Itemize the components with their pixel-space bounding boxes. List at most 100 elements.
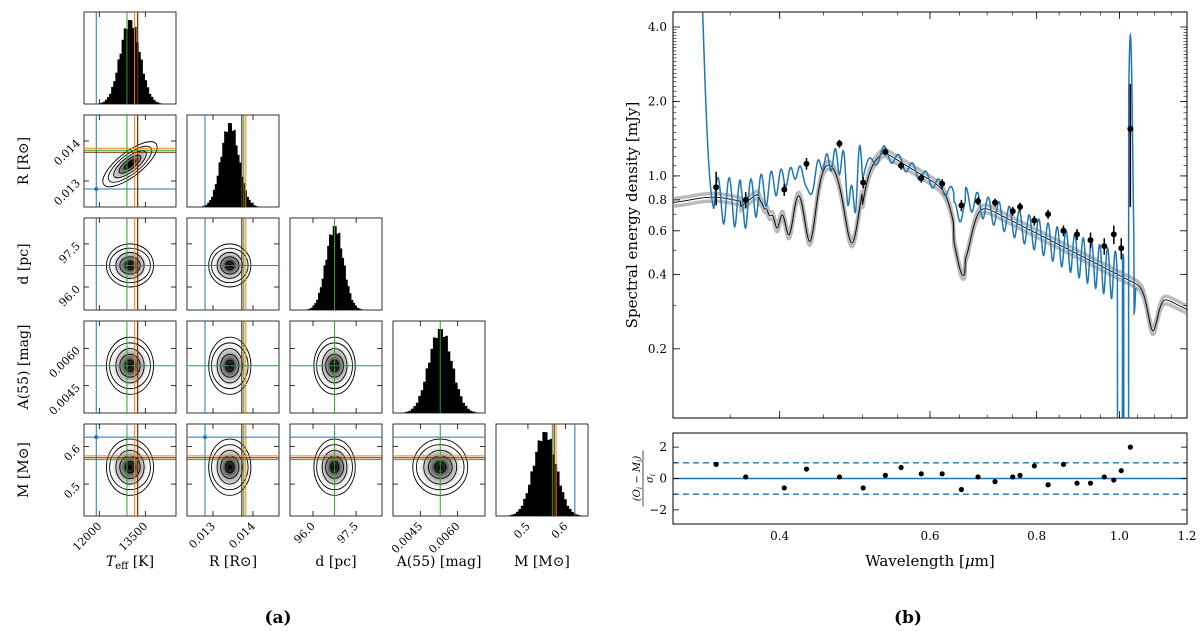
residual-point xyxy=(713,461,719,467)
y-axis-label-extinction: A(55) [mag] xyxy=(16,325,32,411)
hist-bar xyxy=(214,184,217,207)
hist-bar xyxy=(246,196,249,207)
hist-bar xyxy=(527,484,531,516)
y-axis-label-mass: M [M⊙] xyxy=(16,442,32,498)
hist-bar xyxy=(235,145,238,207)
residual-point xyxy=(958,486,964,493)
x-axis-label-distance: d [pc] xyxy=(315,554,356,570)
data-point xyxy=(992,199,999,206)
x-tick-label: 0.6 xyxy=(920,529,939,543)
hist-bar xyxy=(100,102,104,104)
hist-bar xyxy=(544,432,548,516)
hist-bar xyxy=(332,226,335,310)
data-point xyxy=(1110,231,1117,238)
panel-content xyxy=(187,424,279,516)
corner-panel-teff-teff xyxy=(83,11,177,105)
data-point xyxy=(1009,208,1016,215)
residual-point xyxy=(992,479,998,485)
hist-bar xyxy=(352,302,356,310)
y-tick-label: 97.5 xyxy=(56,240,83,267)
hist-bar xyxy=(556,471,560,516)
hist-bar xyxy=(314,303,317,310)
corner-panel-extinction-extinction xyxy=(392,320,486,414)
hist-bar xyxy=(327,245,330,310)
density-peak xyxy=(128,162,132,167)
residual-point xyxy=(1060,461,1067,467)
density-peak xyxy=(228,465,232,469)
hist-bar xyxy=(115,72,118,104)
hist-bar xyxy=(452,368,456,413)
data-point xyxy=(1101,243,1108,250)
corner-panel-extinction-distance xyxy=(289,320,383,414)
truth-point-blue xyxy=(203,435,207,440)
data-point xyxy=(958,202,965,209)
residual-label-denominator: σi xyxy=(645,474,657,483)
hist-bar xyxy=(330,234,334,310)
hist-bar xyxy=(209,200,212,207)
panel-layer xyxy=(187,321,279,413)
x-tick-label: 0.6 xyxy=(549,520,571,542)
hist-bar xyxy=(252,204,255,207)
hist-bar xyxy=(140,59,143,104)
residual-point xyxy=(1127,444,1133,450)
data-point xyxy=(803,160,810,167)
residual-point xyxy=(1045,482,1051,488)
hist-bar xyxy=(113,81,116,104)
hist-bar xyxy=(462,402,465,413)
hist-bar xyxy=(464,405,468,413)
density-group xyxy=(105,438,155,496)
data-point xyxy=(1127,125,1134,132)
hist-bar xyxy=(547,439,550,516)
hist-bar xyxy=(403,412,407,413)
hist-bar xyxy=(340,248,343,310)
den-sub: i xyxy=(649,474,657,476)
hist-bar xyxy=(138,51,141,104)
residual-point xyxy=(898,464,904,471)
hist-bar xyxy=(227,123,231,207)
hist-bar xyxy=(102,101,106,104)
hist-bar xyxy=(319,287,322,310)
residual-point xyxy=(1031,463,1037,469)
hist-bar xyxy=(530,471,534,516)
hist-bar xyxy=(549,438,553,516)
data-point xyxy=(860,179,867,186)
hist-bar xyxy=(552,454,555,516)
hist-bar xyxy=(218,162,221,207)
hist-bar xyxy=(511,514,514,516)
contour-level xyxy=(115,449,145,485)
y-tick-label: 0.013 xyxy=(51,177,82,208)
hist-bar xyxy=(566,505,570,516)
panel-layer xyxy=(290,424,382,516)
corner-panel-mass-radius xyxy=(186,423,280,517)
hist-bar xyxy=(201,206,204,207)
data-point xyxy=(1017,203,1024,210)
hist-bar xyxy=(334,226,337,310)
panel-layer xyxy=(508,424,582,516)
hist-bar xyxy=(134,26,137,104)
y-axis-label: Spectral energy density [mJy] xyxy=(623,102,641,329)
hist-bar xyxy=(109,93,112,104)
hist-bar xyxy=(349,293,352,310)
data-point xyxy=(713,184,720,191)
panel-content xyxy=(508,424,582,516)
hist-bar xyxy=(410,408,414,413)
hist-bar xyxy=(336,233,339,310)
x-axis-label-teff: Teff [K] xyxy=(106,554,154,572)
hist-bar xyxy=(111,86,114,104)
hist-bar xyxy=(428,362,431,413)
hist-bar xyxy=(207,202,210,207)
panel-content xyxy=(84,218,176,310)
panel-content xyxy=(201,115,259,207)
residual-point xyxy=(882,472,889,478)
hist-bar xyxy=(360,309,363,310)
hist-bar xyxy=(153,99,156,104)
hist-bar xyxy=(518,509,522,516)
x-tick-label: 13500 xyxy=(116,520,150,554)
data-point xyxy=(1087,237,1094,244)
residual-point xyxy=(939,471,945,477)
hist-bar xyxy=(329,234,332,310)
truth-point-blue xyxy=(94,435,99,440)
x-tick-label: 0.0060 xyxy=(426,520,462,556)
